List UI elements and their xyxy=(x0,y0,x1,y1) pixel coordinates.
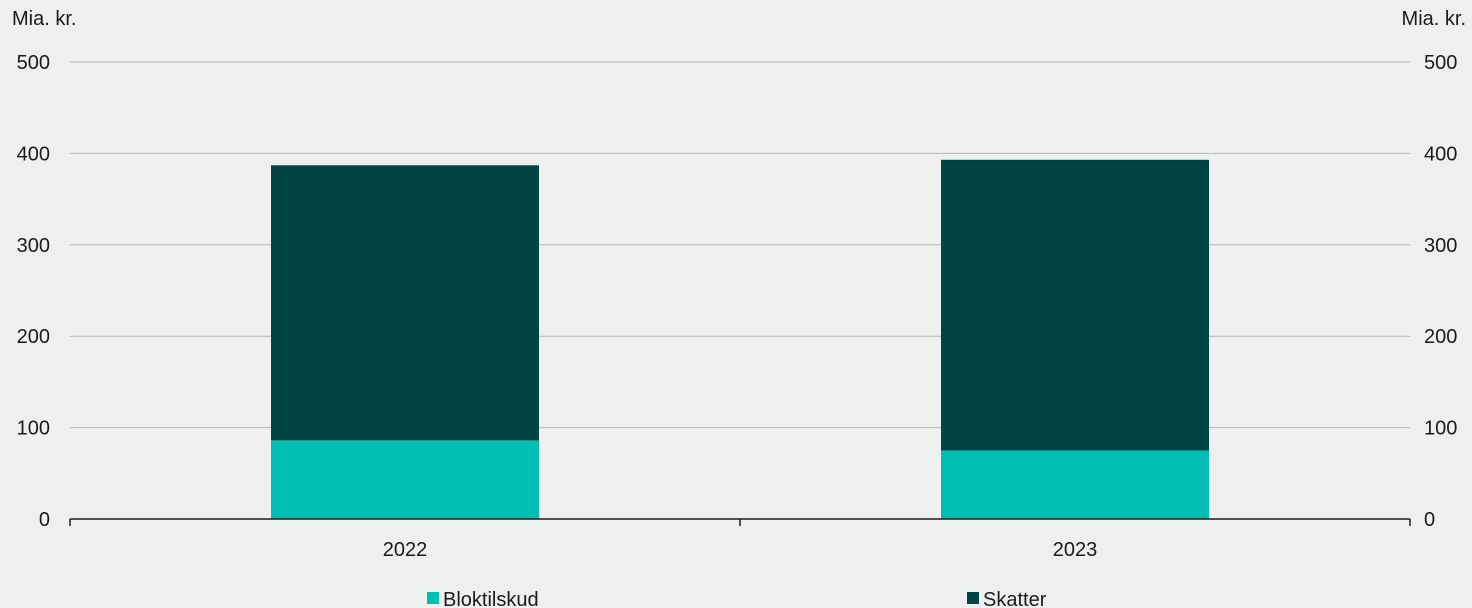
y-axis-label-left: Mia. kr. xyxy=(12,8,76,30)
y-tick-label-right: 400 xyxy=(1424,143,1457,165)
y-tick-label-left: 100 xyxy=(17,418,50,440)
legend-swatch xyxy=(427,592,439,604)
axes: 0 0 100 100 200 200 300 300 400 400 500 500 2022 2023 xyxy=(17,52,1458,561)
bar-segment xyxy=(271,440,539,519)
x-tick-label: 2022 xyxy=(383,539,428,561)
legend: Bloktilskud Skatter xyxy=(427,589,1047,608)
legend-label: Bloktilskud xyxy=(443,589,539,608)
y-tick-label-left: 200 xyxy=(17,326,50,348)
bar-segment xyxy=(941,159,1209,451)
legend-label: Skatter xyxy=(983,589,1047,608)
x-tick-label: 2023 xyxy=(1053,539,1098,561)
y-tick-label-right: 500 xyxy=(1424,52,1457,74)
y-tick-label-right: 100 xyxy=(1424,418,1457,440)
legend-swatch xyxy=(967,592,979,604)
y-tick-label-left: 500 xyxy=(17,52,50,74)
y-tick-label-left: 300 xyxy=(17,235,50,257)
y-tick-label-right: 300 xyxy=(1424,235,1457,257)
y-tick-label-left: 0 xyxy=(39,509,50,531)
y-axis-label-right: Mia. kr. xyxy=(1402,8,1466,30)
y-tick-label-left: 400 xyxy=(17,143,50,165)
bars xyxy=(271,159,1209,519)
bar-segment xyxy=(271,165,539,441)
bar-segment xyxy=(941,450,1209,519)
y-tick-label-right: 200 xyxy=(1424,326,1457,348)
y-tick-label-right: 0 xyxy=(1424,509,1435,531)
